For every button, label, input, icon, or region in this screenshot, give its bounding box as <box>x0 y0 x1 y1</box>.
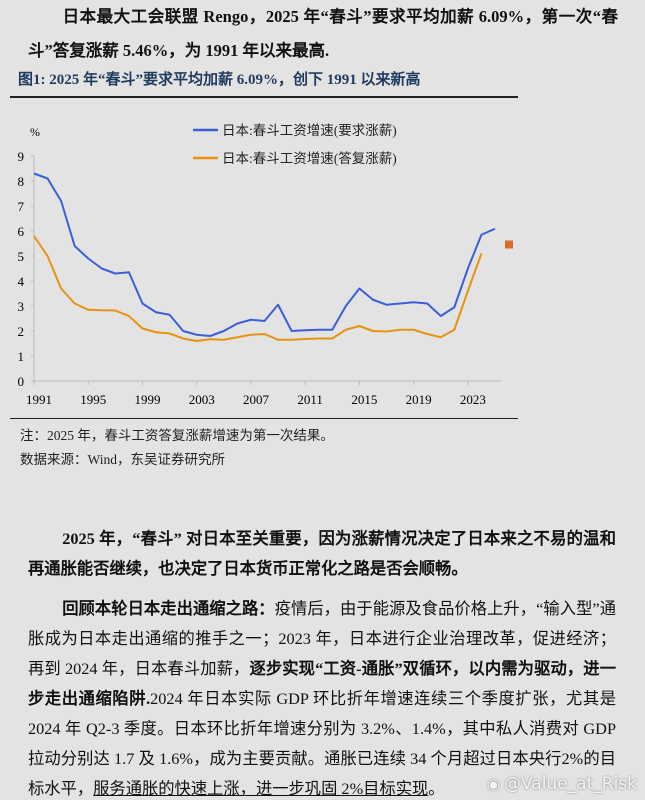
x-tick-label: 2011 <box>297 392 323 407</box>
legend-label: 日本:春斗工资增速(要求涨薪) <box>222 123 397 138</box>
x-tick-label: 2023 <box>460 392 486 407</box>
x-tick-label: 1991 <box>26 392 52 407</box>
chart-notes: 注：2025 年，春斗工资答复涨薪增速为第一次结果。 数据来源：Wind，东吴证… <box>20 424 334 472</box>
headline: 日本最大工会联盟 Rengo，2025 年“春斗”要求平均加薪 6.09%，第一… <box>28 7 618 60</box>
x-tick-label: 1999 <box>134 392 160 407</box>
paragraph-underline: 服务通胀的快速上涨，进一步巩固 2%目标实现 <box>93 779 429 798</box>
paragraph-bold: 逐步实现“工资-通胀”双循环，以内需为驱动，进一步走出通缩陷阱. <box>28 659 616 708</box>
legend-label: 日本:春斗工资增速(答复涨薪) <box>222 150 397 166</box>
divider-top <box>10 96 518 98</box>
paragraph-end: 。 <box>428 779 445 798</box>
y-axis-unit: % <box>30 125 40 139</box>
marker-2025-reply <box>505 240 513 249</box>
y-tick-label: 1 <box>18 349 25 364</box>
y-tick-label: 4 <box>18 274 25 289</box>
divider-bottom <box>10 418 518 419</box>
y-tick-label: 0 <box>18 374 25 389</box>
y-tick-label: 3 <box>18 299 25 314</box>
source-text: 数据来源：Wind，东吴证券研究所 <box>20 452 225 467</box>
paragraph-2: 回顾本轮日本走出通缩之路：疫情后，由于能源及食品价格上升，“输入型”通胀成为日本… <box>28 594 616 800</box>
x-tick-label: 1995 <box>80 392 106 407</box>
y-tick-label: 6 <box>18 224 25 239</box>
x-tick-label: 2015 <box>351 392 377 407</box>
note-text: 注：2025 年，春斗工资答复涨薪增速为第一次结果。 <box>20 428 334 443</box>
wage-growth-chart: % 0 1 2 3 4 5 6 7 8 9 1991 1995 1999 2003 2007 2011 2015 2… <box>18 123 513 407</box>
y-tick-label: 2 <box>18 324 25 339</box>
x-tick-label: 2007 <box>243 392 270 407</box>
series-line-1 <box>33 172 496 337</box>
watermark-text: @Value_at_Risk <box>503 774 637 794</box>
watermark: ◉ @Value_at_Risk <box>487 774 637 794</box>
x-tick-label: 2019 <box>406 392 432 407</box>
y-tick-label: 7 <box>18 199 25 214</box>
x-tick-label: 2003 <box>189 392 215 407</box>
paragraph-text-1: 疫情后，由于能源及食品价格上升，“输入型”通胀成为日本走出通缩的推手之一；202… <box>28 599 616 678</box>
paragraph-lead: 回顾本轮日本走出通缩之路： <box>62 599 275 618</box>
paragraph-text-2: 2024 年日本实际 GDP 环比折年增速连续三个季度扩张，尤其是 2024 年… <box>28 689 616 798</box>
figure-title: 图1: 2025 年“春斗”要求平均加薪 6.09%，创下 1991 以来新高 <box>18 72 421 88</box>
y-tick-label: 5 <box>18 249 25 264</box>
y-tick-label: 8 <box>18 174 25 189</box>
y-tick-label: 9 <box>18 149 25 164</box>
series-line-2 <box>33 235 483 342</box>
weibo-icon: ◉ <box>486 775 500 793</box>
paragraph-1: 2025 年，“春斗” 对日本至关重要，因为涨薪情况决定了日本来之不易的温和再通… <box>28 529 616 578</box>
